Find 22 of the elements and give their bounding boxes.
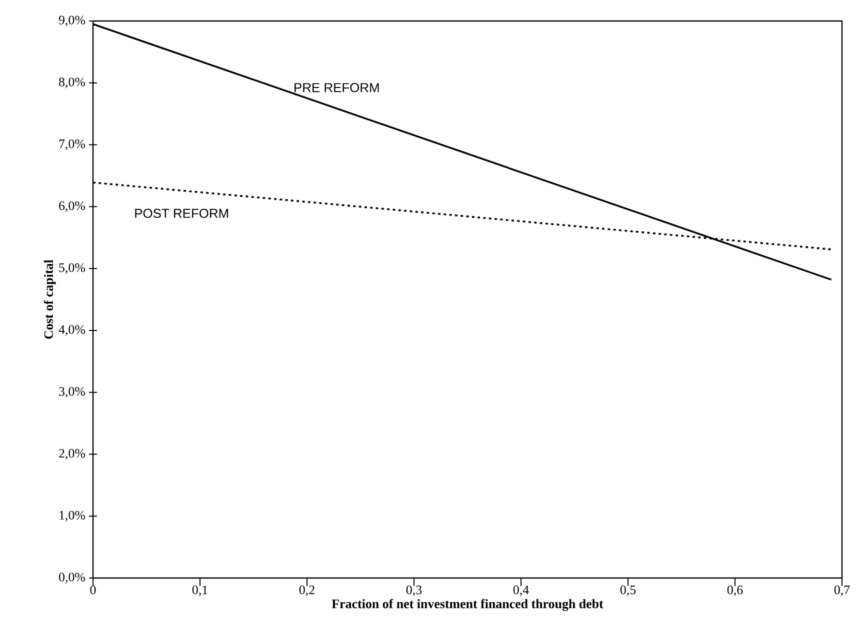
y-tick-label: 8,0% [59, 78, 86, 88]
y-tick-label: 1,0% [60, 510, 86, 522]
x-tick-label: 0,1 [192, 586, 208, 596]
x-tick-label: 0,5 [620, 586, 636, 596]
y-tick-label: 4,0% [58, 325, 86, 336]
y-tick-label: 2,0% [59, 448, 86, 460]
series-label: POST REFORM [135, 208, 228, 218]
x-axis-title: Fraction of net investment financed through debt [332, 598, 604, 611]
y-tick-label: 9,0% [58, 16, 86, 26]
y-tick-label: 3,0% [59, 387, 86, 398]
y-tick-label: 0,0% [59, 572, 86, 584]
x-tick-label: 0,3 [406, 586, 422, 596]
x-tick-label: 0,4 [513, 586, 529, 596]
y-tick-label: 6,0% [59, 201, 86, 212]
series-label: PRE REFORM [294, 83, 379, 92]
x-tick-label: 0,2 [299, 586, 314, 596]
y-tick-label: 5,0% [59, 263, 86, 274]
x-tick-label: 0,7 [834, 586, 850, 596]
x-tick-label: 0,6 [727, 586, 743, 596]
x-tick-label: 0 [90, 586, 96, 594]
y-tick-label: 7,0% [59, 139, 86, 150]
y-axis-title: Cost of capital [44, 260, 56, 339]
